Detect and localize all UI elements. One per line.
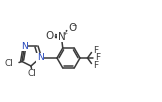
- Text: +: +: [62, 31, 67, 36]
- Text: O: O: [45, 31, 53, 41]
- Text: Cl: Cl: [5, 59, 13, 69]
- Text: Cl: Cl: [28, 69, 36, 78]
- Text: N: N: [58, 32, 66, 42]
- Text: N: N: [21, 42, 28, 51]
- Text: F: F: [95, 54, 100, 63]
- Text: F: F: [93, 46, 98, 55]
- Text: N: N: [37, 54, 43, 63]
- Text: −: −: [71, 23, 77, 28]
- Text: F: F: [93, 61, 98, 70]
- Text: O: O: [69, 23, 77, 33]
